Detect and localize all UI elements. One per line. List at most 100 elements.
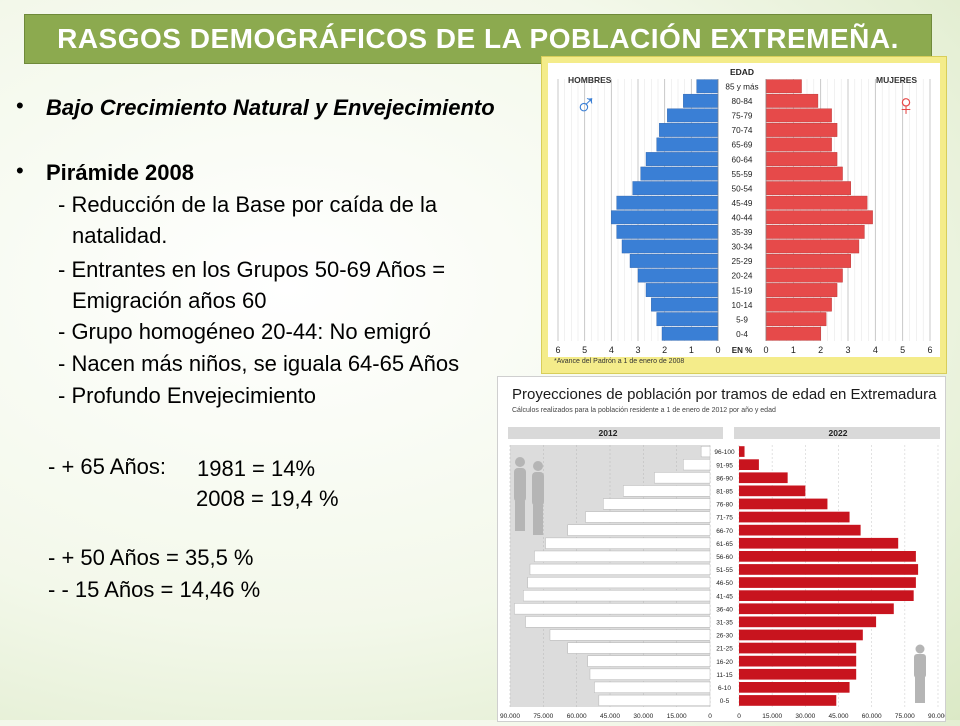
stat-value: - - 15 Años = 14,46 % [48,577,261,602]
x-tick-label: 3 [635,345,640,355]
bar-hombres [616,224,719,239]
age-tick-label: 66-70 [716,528,733,535]
bar-hombres [661,326,719,341]
bar-2022 [739,459,759,470]
age-tick-label: 76-80 [716,502,733,509]
age-tick-label: 96-100 [714,449,735,456]
bar-mujeres [765,312,827,327]
age-tick-label: 81-85 [716,488,733,495]
bar-hombres [611,210,719,225]
age-tick-label: 5-9 [736,315,748,324]
sub-point: - Entrantes en los Grupos 50-69 Años = [58,257,446,282]
x-tick-label: 0 [763,345,768,355]
female-symbol-icon: ♀ [895,89,918,122]
bar-mujeres [765,239,860,254]
x-tick-label: 0 [708,713,712,720]
bar-2012 [654,472,711,484]
unit-label: EN % [732,346,752,355]
bar-2012 [549,629,711,641]
bar-2012 [529,563,711,576]
year-label-2012: 2012 [599,428,618,438]
age-tick-label: 56-60 [716,554,733,561]
bar-hombres [656,137,719,152]
x-tick-label: 6 [555,345,560,355]
mujeres-label: MUJERES [876,75,917,85]
x-tick-label: 5 [582,345,587,355]
bar-2022 [739,524,861,536]
age-tick-label: 30-34 [732,243,753,252]
age-tick-label: 11-15 [716,672,733,679]
bar-2012 [545,537,711,549]
bar-mujeres [765,195,868,210]
bar-hombres [651,297,719,312]
bar-2012 [623,485,711,497]
age-tick-label: 21-25 [716,646,733,653]
slide-title: RASGOS DEMOGRÁFICOS DE LA POBLACIÓN EXTR… [57,23,899,54]
bar-2012 [514,603,711,615]
age-tick-label: 6-10 [718,685,731,692]
bar-mujeres [765,152,838,166]
title-bar: RASGOS DEMOGRÁFICOS DE LA POBLACIÓN EXTR… [24,14,932,64]
x-tick-label: 1 [791,345,796,355]
male-symbol-icon: ♂ [575,89,598,122]
x-tick-label: 30.000 [633,713,653,720]
age-tick-label: 25-29 [732,257,753,266]
x-tick-label: 75.000 [895,713,915,720]
bar-2022 [739,577,916,588]
x-tick-label: 5 [900,345,905,355]
bar-2022 [739,537,899,549]
stat-value: - + 50 Años = 35,5 % [48,545,254,570]
child-icon [914,644,926,703]
age-tick-label: 41-45 [716,593,733,600]
edad-label: EDAD [730,67,754,77]
bar-2012 [567,524,711,536]
age-tick-label: 20-24 [732,272,753,281]
bar-2012 [523,590,711,602]
bar-2022 [739,629,863,641]
bar-2012 [567,642,711,654]
sub-point-cont: natalidad. [72,223,168,248]
age-tick-label: 10-14 [732,301,753,310]
bar-2022 [739,551,916,562]
bar-mujeres [765,166,843,181]
bar-hombres [616,195,719,210]
bar-mujeres [765,268,843,283]
bar-2012 [585,511,711,523]
age-tick-label: 61-65 [716,541,733,548]
age-tick-label: 35-39 [732,228,753,237]
x-tick-label: 1 [689,345,694,355]
bullet-text-2: Pirámide 2008 [46,160,194,185]
bar-2022 [739,485,806,497]
plot-bg-2022 [739,445,938,707]
x-tick-label: 90.000 [928,713,945,720]
age-tick-label: 46-50 [716,580,733,587]
x-tick-label: 2 [818,345,823,355]
x-tick-label: 60.000 [567,713,587,720]
bullet-text-1: Bajo Crecimiento Natural y Envejecimient… [46,95,495,120]
bar-mujeres [765,283,838,297]
stat-value: 2008 = 19,4 % [196,486,339,511]
bar-2022 [739,616,877,628]
bar-2022 [739,472,788,484]
sub-point: - Reducción de la Base por caída de la [58,192,438,217]
projection-panel: Proyecciones de población por tramos de … [497,376,948,722]
bar-hombres [621,239,719,254]
age-tick-label: 55-59 [732,170,753,179]
bar-hombres [632,181,719,196]
age-tick-label: 85 y más [725,82,758,91]
x-tick-label: 6 [927,345,932,355]
age-tick-label: 60-64 [732,155,753,164]
bar-2012 [525,616,711,628]
bar-mujeres [765,79,802,94]
bar-2012 [594,681,711,693]
bar-2022 [739,564,919,575]
sub-point: - Profundo Envejecimiento [58,383,317,408]
age-tick-label: 75-79 [732,112,753,121]
age-tick-label: 65-69 [732,141,753,150]
bar-hombres [637,268,719,283]
x-tick-label: 45.000 [829,713,849,720]
bar-2012 [587,655,711,667]
age-tick-label: 71-75 [716,515,733,522]
bar-2022 [739,603,894,615]
bar-2012 [534,550,711,562]
